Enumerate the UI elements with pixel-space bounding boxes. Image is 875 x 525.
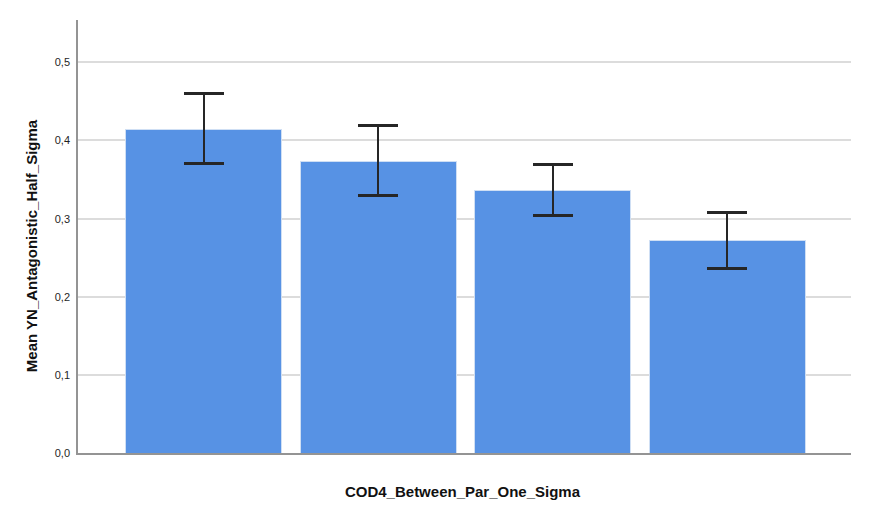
gridline bbox=[78, 61, 851, 63]
y-tick-label: 0,1 bbox=[55, 368, 70, 382]
y-tick-label: 0,4 bbox=[55, 133, 70, 147]
bar bbox=[300, 161, 457, 453]
bar-chart-figure: Mean YN_Antagonistic_Half_Sigma 0,0 0,1 0,… bbox=[0, 0, 875, 525]
y-tick-label: 0,2 bbox=[55, 290, 70, 304]
bar bbox=[474, 190, 631, 453]
bar bbox=[649, 240, 806, 453]
error-bar-stem bbox=[552, 164, 554, 216]
y-tick-label: 0,3 bbox=[55, 212, 70, 226]
x-axis-title: COD4_Between_Par_One_Sigma bbox=[76, 483, 849, 500]
y-tick-label: 0,0 bbox=[55, 446, 70, 460]
error-bar-stem bbox=[203, 93, 205, 163]
error-bar-stem bbox=[377, 125, 379, 196]
error-bar-cap-top bbox=[184, 92, 224, 95]
error-bar-cap-bottom bbox=[533, 214, 573, 217]
error-bar-cap-bottom bbox=[707, 267, 747, 270]
error-bar-cap-top bbox=[358, 124, 398, 127]
bar bbox=[125, 129, 282, 453]
y-axis-title: Mean YN_Antagonistic_Half_Sigma bbox=[23, 120, 40, 372]
plot-area bbox=[76, 20, 851, 455]
error-bar-cap-top bbox=[533, 163, 573, 166]
error-bar-stem bbox=[726, 212, 728, 270]
error-bar-cap-bottom bbox=[358, 194, 398, 197]
y-tick-label: 0,5 bbox=[55, 55, 70, 69]
error-bar-cap-top bbox=[707, 211, 747, 214]
error-bar-cap-bottom bbox=[184, 162, 224, 165]
